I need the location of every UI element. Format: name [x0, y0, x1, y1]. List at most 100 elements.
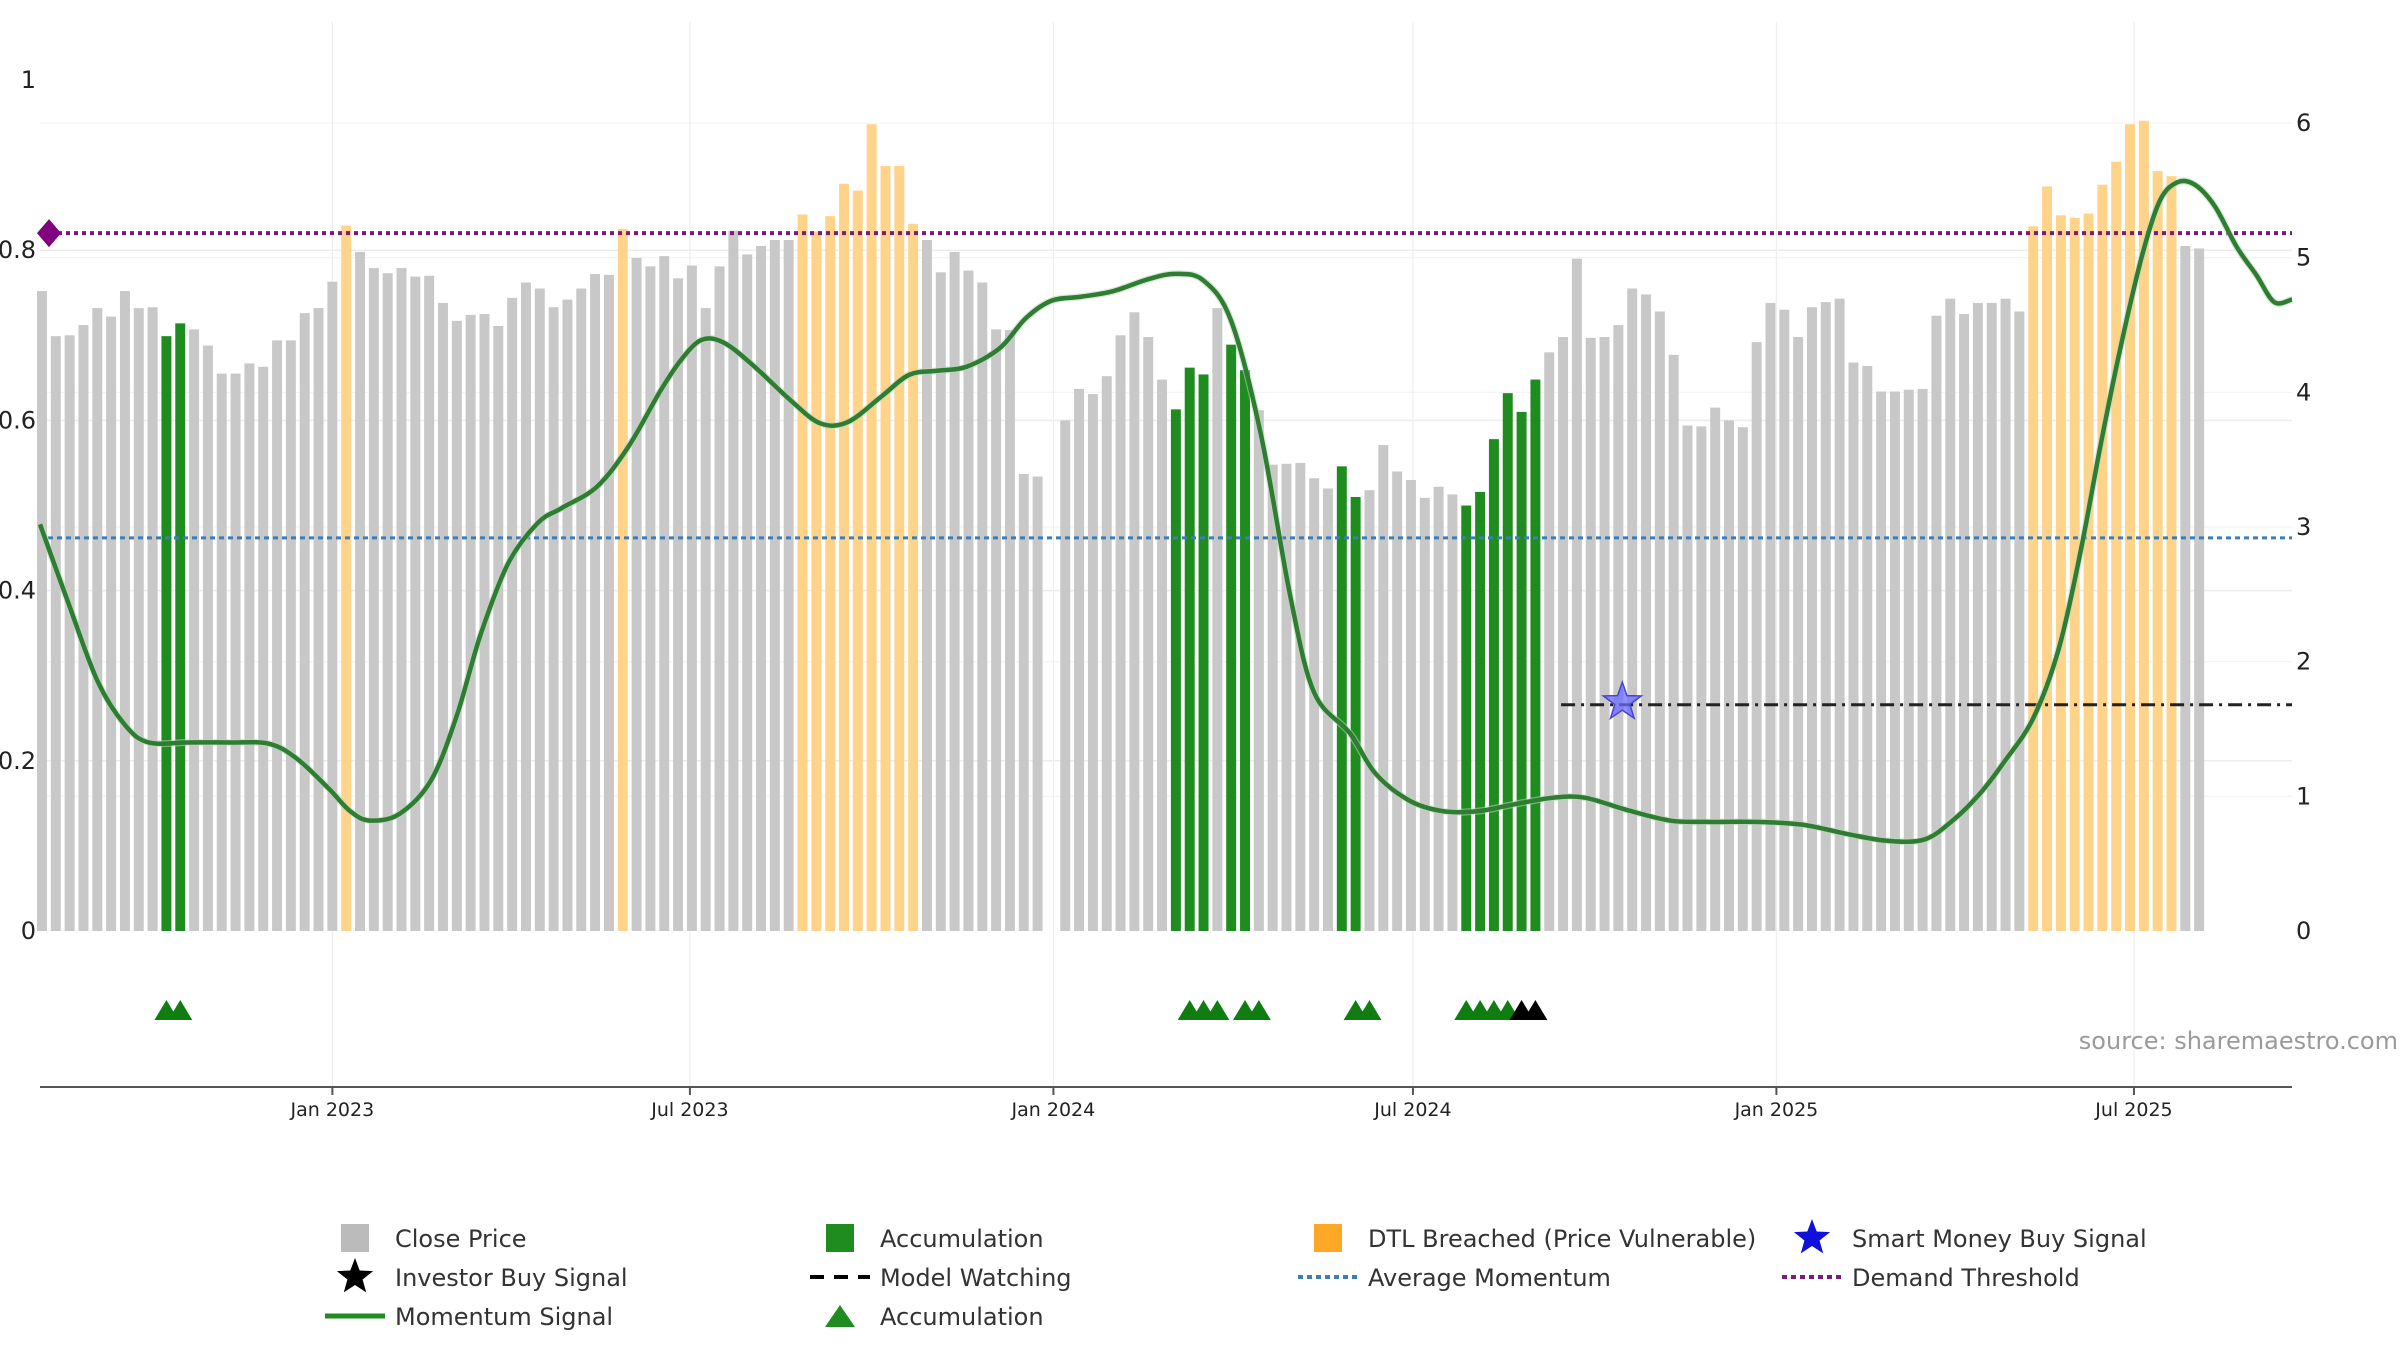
legend-item: Close Price — [341, 1224, 527, 1253]
source-label: source: sharemaestro.com — [2079, 1027, 2398, 1055]
close-price-bar — [1876, 391, 1887, 931]
accumulation-bar — [1198, 374, 1209, 931]
close-price-bar — [1018, 474, 1029, 931]
close-price-bar — [1544, 352, 1555, 931]
close-price-bar — [1405, 479, 1416, 931]
investor-buy-marker — [1523, 1000, 1548, 1020]
close-price-bar — [1143, 337, 1154, 931]
dtl-breached-bar — [894, 165, 905, 932]
close-price-bar — [493, 325, 504, 932]
close-price-bar — [1074, 388, 1085, 932]
lines — [36, 177, 2293, 846]
dtl-breached-bar — [2166, 176, 2177, 932]
y-right-tick-label: 1 — [2296, 782, 2311, 810]
close-price-bar — [1986, 302, 1997, 931]
legend-label: Accumulation — [880, 1303, 1044, 1331]
accumulation-bar — [1516, 411, 1527, 931]
x-tick-label: Jan 2025 — [1734, 1099, 1819, 1121]
y-left-tick-label: 0.8 — [0, 236, 36, 264]
close-price-bar — [673, 278, 684, 932]
close-price-bar — [783, 239, 794, 931]
close-price-bar — [645, 266, 656, 931]
legend-swatch — [1314, 1224, 1342, 1252]
dtl-breached-bar — [2125, 124, 2135, 931]
dtl-breached-bar — [797, 214, 808, 931]
close-price-bar — [520, 282, 531, 932]
dtl-breached-bar — [2055, 215, 2066, 931]
smart-money-buy-star — [1601, 679, 1644, 721]
accumulation-bar — [1502, 393, 1513, 932]
dtl-breached-bar — [2083, 213, 2094, 931]
close-price-bar — [285, 340, 296, 931]
close-price-bar — [1724, 420, 1734, 931]
legend-item: Investor Buy Signal — [336, 1258, 628, 1293]
close-price-bar — [299, 313, 310, 931]
dtl-breached-bar — [839, 183, 849, 931]
bars — [36, 120, 2205, 932]
accumulation-bar — [1475, 491, 1486, 931]
close-price-bar — [769, 239, 780, 931]
close-price-bar — [2180, 245, 2191, 931]
axes: Jan 2023 Jul 2023 Jan 2024 Jul 2024 Jan 2025… — [0, 66, 2311, 1121]
accumulation-bar — [1226, 344, 1237, 931]
y-left-tick-label: 0.2 — [0, 747, 36, 775]
dtl-breached-bar — [825, 216, 836, 931]
close-price-bar — [1931, 315, 1942, 931]
close-price-bar — [1267, 464, 1278, 931]
close-price-bar — [1060, 420, 1071, 931]
legend-item: Momentum Signal — [325, 1303, 613, 1331]
accumulation-bar — [1240, 370, 1250, 931]
legend-star-icon — [1793, 1219, 1831, 1254]
y-right-tick-label: 4 — [2296, 378, 2311, 406]
dtl-breached-bar — [2111, 161, 2122, 932]
close-price-bar — [327, 281, 338, 931]
close-price-bar — [424, 275, 435, 932]
legend-item: Smart Money Buy Signal — [1793, 1219, 2147, 1254]
accumulation-marker — [1205, 1000, 1230, 1020]
accumulation-marker — [168, 1000, 193, 1020]
x-tick-label: Jan 2023 — [290, 1099, 375, 1121]
close-price-bar — [1087, 394, 1098, 931]
close-price-bar — [396, 268, 407, 931]
x-tick-label: Jul 2023 — [650, 1099, 728, 1121]
close-price-bar — [548, 307, 559, 931]
dtl-breached-bar — [908, 223, 919, 932]
x-tick-label: Jul 2024 — [1373, 1099, 1451, 1121]
close-price-bar — [106, 316, 117, 931]
dtl-breached-bar — [852, 190, 863, 931]
close-price-bar — [1419, 497, 1430, 931]
close-price-bar — [272, 340, 283, 931]
close-price-bar — [1447, 494, 1458, 931]
legend-label: DTL Breached (Price Vulnerable) — [1368, 1225, 1756, 1253]
dtl-breached-bar — [2028, 226, 2039, 931]
dtl-breached-bar — [866, 124, 877, 931]
close-price-bar — [2014, 311, 2025, 931]
y-right-tick-label: 6 — [2296, 109, 2311, 137]
close-price-bar — [1392, 471, 1403, 931]
close-price-bar — [1834, 298, 1845, 931]
dtl-breached-bar — [2042, 186, 2053, 931]
legend-label: Investor Buy Signal — [395, 1264, 628, 1292]
y-left-tick-label: 0.4 — [0, 577, 36, 605]
close-price-bar — [1862, 365, 1873, 931]
legend-label: Model Watching — [880, 1264, 1072, 1292]
close-price-bar — [756, 245, 767, 931]
demand-threshold-marker — [37, 219, 61, 248]
close-price-bar — [64, 335, 75, 931]
close-price-bar — [631, 257, 642, 931]
dtl-breached-bar — [2097, 184, 2108, 932]
close-price-bar — [133, 308, 144, 931]
y-right-tick-label: 5 — [2296, 244, 2311, 272]
close-price-bar — [1378, 445, 1389, 931]
close-price-bar — [507, 297, 518, 932]
legend-item: Average Momentum — [1298, 1264, 1611, 1292]
accumulation-bar — [1350, 496, 1361, 931]
close-price-bar — [963, 270, 974, 931]
close-price-bar — [244, 363, 255, 931]
close-price-bar — [1281, 463, 1292, 931]
close-price-bar — [50, 336, 61, 931]
dtl-breached-bar — [617, 228, 628, 932]
close-price-bar — [410, 276, 421, 931]
close-price-bar — [1682, 425, 1693, 931]
